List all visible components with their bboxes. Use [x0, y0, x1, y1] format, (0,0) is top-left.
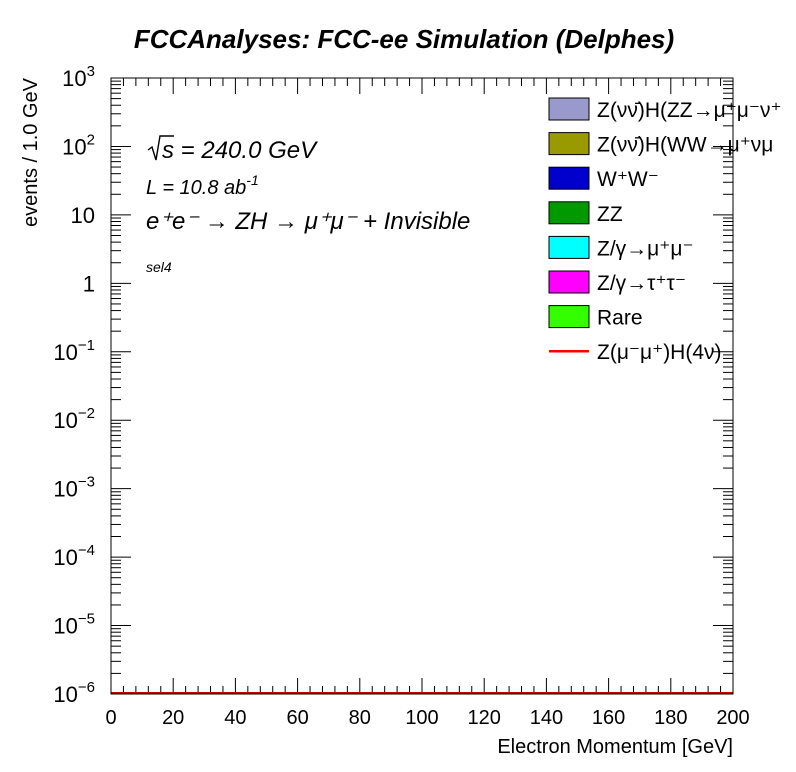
y-tick-label: 10−5	[53, 611, 95, 639]
sqrt-s-annotation: s = 240.0 GeV	[147, 135, 318, 164]
y-tick-label: 10	[71, 203, 95, 228]
selection-text: sel4	[146, 259, 172, 275]
luminosity-text: L = 10.8 ab-1	[146, 172, 259, 199]
x-tick-label: 180	[654, 707, 687, 729]
axis-ticks	[110, 77, 734, 695]
legend-label: Rare	[597, 307, 643, 330]
x-tick-labels: 0 20 40 60 80 100 120 140 160 180 200	[105, 707, 749, 729]
y-tick-labels: 10−6 10−5 10−4 10−3 10−2 10−1 1 10 102 103	[53, 63, 95, 707]
legend-swatch	[548, 132, 590, 156]
y-tick-label: 1	[83, 271, 95, 296]
legend-label: Z(μ⁻μ⁺)H(4ν)	[597, 341, 722, 364]
x-tick-label: 200	[716, 707, 749, 729]
y-tick-label: 10−6	[53, 679, 95, 707]
legend-swatch	[548, 235, 590, 259]
legend-label: W⁺W⁻	[597, 168, 659, 191]
y-tick-label: 10−4	[53, 542, 95, 570]
legend-swatch	[548, 270, 590, 294]
x-tick-label: 120	[468, 707, 501, 729]
y-tick-label: 10−2	[53, 405, 95, 433]
legend-label: Z/γ→τ⁺τ⁻	[597, 272, 686, 295]
legend-label: ZZ	[597, 203, 623, 226]
y-tick-label: 10−1	[53, 337, 95, 365]
y-tick-label: 102	[62, 131, 95, 159]
x-tick-label: 160	[592, 707, 625, 729]
legend-swatch	[548, 305, 590, 329]
x-tick-label: 20	[162, 707, 184, 729]
plot-frame	[110, 77, 734, 695]
legend-swatch	[548, 166, 590, 190]
legend-swatch	[548, 201, 590, 225]
y-tick-label: 10−3	[53, 474, 95, 502]
sqrt-s-text: s = 240.0 GeV	[162, 137, 318, 164]
x-tick-label: 0	[105, 707, 116, 729]
sqrt-symbol	[147, 135, 174, 161]
legend-label: Z(νν̄)H(ZZ→μ⁺μ⁻ν⁺	[597, 99, 782, 122]
x-tick-label: 100	[405, 707, 438, 729]
x-tick-label: 140	[530, 707, 563, 729]
x-tick-label: 40	[224, 707, 246, 729]
x-tick-label: 80	[349, 707, 371, 729]
x-axis-label: Electron Momentum [GeV]	[497, 736, 733, 758]
x-tick-label: 60	[286, 707, 308, 729]
legend: Z(νν̄)H(ZZ→μ⁺μ⁻ν⁺ Z(νν̄)H(WW→μ⁺νμ W⁺W⁻ ZZ Z/…	[548, 97, 782, 364]
legend-label: Z/γ→μ⁺μ⁻	[597, 237, 694, 260]
process-text: e⁺e⁻ → ZH → μ⁺μ⁻ + Invisible	[146, 208, 470, 235]
y-tick-label: 103	[62, 63, 95, 91]
y-axis-label: events / 1.0 GeV	[20, 77, 42, 227]
legend-swatch	[548, 97, 590, 121]
chart-title: FCCAnalyses: FCC-ee Simulation (Delphes)	[134, 24, 674, 54]
legend-label: Z(νν̄)H(WW→μ⁺νμ	[597, 134, 773, 157]
